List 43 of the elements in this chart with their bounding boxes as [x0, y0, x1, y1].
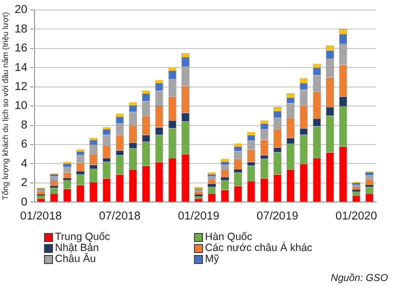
y-axis-title: Tổng lượng khách du lịch so với đầu năm (triệu lượt)	[1, 12, 10, 200]
y-tick-label: 2	[20, 177, 28, 190]
bar	[155, 80, 164, 83]
legend-label: Mỹ	[204, 253, 220, 265]
y-tick-label: 16	[14, 42, 28, 55]
bar	[63, 164, 72, 167]
x-tick-label: 01/2020	[336, 210, 378, 222]
bar	[116, 114, 124, 117]
y-tick-label: 8	[20, 119, 28, 132]
y-tick-label: 18	[14, 23, 28, 36]
y-tick-label: 6	[20, 138, 28, 151]
bar	[194, 192, 203, 195]
legend-label: Nhật Bản	[54, 242, 100, 254]
y-tick-label: 4	[20, 158, 28, 170]
bar	[247, 132, 256, 135]
bar	[234, 144, 242, 146]
x-tick-label: 07/2018	[99, 210, 141, 222]
y-tick-label: 0	[20, 196, 28, 208]
x-tick-label: 01/2019	[178, 210, 220, 222]
x-tick-label: 01/2018	[20, 210, 62, 222]
legend-label: Hàn Quốc	[204, 231, 254, 243]
bar	[220, 177, 229, 180]
legend-label: Trung Quốc	[54, 231, 112, 243]
text: Nguồn: GSO	[330, 273, 388, 284]
bar	[208, 176, 216, 180]
bar	[365, 172, 374, 176]
legend-label: Châu Âu	[54, 253, 97, 265]
bar	[128, 102, 137, 106]
bar	[208, 184, 216, 187]
bar	[234, 170, 242, 172]
bar	[36, 192, 45, 195]
y-tick-label: 20	[14, 4, 28, 16]
bar	[220, 158, 229, 162]
bar	[260, 120, 268, 124]
bar	[36, 195, 45, 198]
bar	[142, 90, 150, 94]
y-tick-label: 14	[14, 62, 28, 74]
y-tick-label: 10	[14, 100, 28, 112]
bar	[76, 171, 84, 174]
legend-label: Các nước châu Á khác	[204, 242, 314, 254]
x-tick-label: 07/2019	[256, 210, 298, 222]
y-tick-label: 12	[14, 80, 28, 93]
bar	[168, 68, 176, 70]
